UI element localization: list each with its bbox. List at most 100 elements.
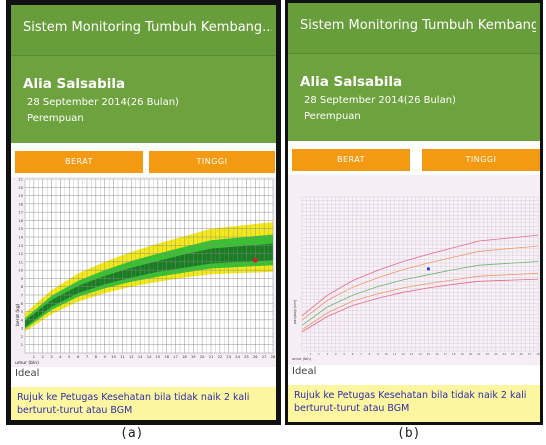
series-line-0 xyxy=(301,278,539,333)
tab-berat[interactable]: BERAT xyxy=(292,149,410,171)
tab-tinggi[interactable]: TINGGI xyxy=(422,149,540,171)
x-tick-label: 13 xyxy=(138,355,143,359)
x-tick-label: 16 xyxy=(164,355,169,359)
x-tick-label: 3 xyxy=(50,355,52,359)
caption-a: (a) xyxy=(120,426,144,441)
referral-note: Rujuk ke Petugas Kesehatan bila tidak na… xyxy=(11,387,276,420)
x-tick-label: 24 xyxy=(235,355,240,359)
y-tick-label: 10 xyxy=(18,269,23,273)
x-tick-label: 8 xyxy=(369,352,371,356)
y-tick-label: 21 xyxy=(18,178,23,182)
x-tick-label: 12 xyxy=(129,355,134,359)
band-dark-green xyxy=(25,243,273,328)
y-tick-label: 4 xyxy=(21,318,24,322)
x-tick-label: 21 xyxy=(477,352,481,356)
referral-note: Rujuk ke Petugas Kesehatan bila tidak na… xyxy=(288,385,540,422)
y-tick-label: 17 xyxy=(18,211,23,215)
x-tick-label: 15 xyxy=(156,355,161,359)
y-tick-label: 15 xyxy=(18,227,23,231)
x-tick-label: 26 xyxy=(253,355,258,359)
data-point xyxy=(427,267,430,271)
child-gender: Perempuan xyxy=(304,111,361,122)
y-tick-label: 2 xyxy=(21,335,23,339)
x-tick-label: 18 xyxy=(452,352,456,356)
x-tick-label: 9 xyxy=(104,355,107,359)
x-tick-label: 19 xyxy=(191,355,196,359)
child-gender: Perempuan xyxy=(27,113,84,124)
phone-screen-b: Sistem Monitoring Tumbuh Kembang... Alia… xyxy=(285,0,543,425)
x-tick-label: 22 xyxy=(218,355,223,359)
x-tick-label: 19 xyxy=(460,352,464,356)
y-tick-label: 13 xyxy=(18,244,23,248)
series-line-4 xyxy=(301,234,539,317)
y-tick-label: 6 xyxy=(21,302,24,306)
y-tick-label: 12 xyxy=(18,252,23,256)
x-tick-label: 3 xyxy=(326,352,328,356)
caption-b: (b) xyxy=(397,426,421,441)
x-tick-label: 27 xyxy=(262,355,267,359)
y-tick-label: 20 xyxy=(18,186,23,190)
x-tick-label: 18 xyxy=(182,355,187,359)
x-tick-label: 20 xyxy=(469,352,473,356)
x-tick-label: 26 xyxy=(519,352,523,356)
x-tick-label: 2 xyxy=(318,352,320,356)
x-tick-label: 13 xyxy=(410,352,414,356)
x-tick-label: 14 xyxy=(418,352,422,356)
y-tick-label: 11 xyxy=(18,260,23,264)
x-tick-label: 9 xyxy=(377,352,379,356)
x-tick-label: 4 xyxy=(59,355,62,359)
x-tick-label: 10 xyxy=(111,355,116,359)
growth-chart-b-svg: 1 2 3 4 5 6 7 8 9 10 11 12 13 14 15 16 17 18 19 20 21 22 23 24 2… xyxy=(292,196,540,361)
status-label: Ideal xyxy=(15,368,40,379)
y-tick-label: 7 xyxy=(21,294,23,298)
child-dob: 28 September 2014(26 Bulan) xyxy=(27,97,179,108)
x-tick-label: 10 xyxy=(385,352,389,356)
y-tick-label: 8 xyxy=(21,285,24,289)
y-tick-label: 18 xyxy=(18,202,23,206)
x-tick-label: 14 xyxy=(147,355,152,359)
app-bar: Sistem Monitoring Tumbuh Kembang... xyxy=(11,5,276,56)
y-axis-label: berat (kg) xyxy=(15,303,21,326)
x-tick-label: 2 xyxy=(42,355,44,359)
x-tick-label: 21 xyxy=(209,355,214,359)
phone-screen-a: Sistem Monitoring Tumbuh Kembang... Alia… xyxy=(6,0,281,425)
y-tick-label: 1 xyxy=(21,343,23,347)
y-axis-label: panjang (cm) xyxy=(293,299,297,324)
y-tick-label: 5 xyxy=(21,310,23,314)
app-title: Sistem Monitoring Tumbuh Kembang... xyxy=(300,18,536,33)
x-tick-label: 28 xyxy=(271,355,276,359)
x-tick-label: 11 xyxy=(120,355,125,359)
series-line-2 xyxy=(301,261,539,326)
x-tick-label: 1 xyxy=(33,355,35,359)
x-tick-label: 23 xyxy=(494,352,498,356)
x-tick-label: 22 xyxy=(486,352,490,356)
x-tick-label: 7 xyxy=(86,355,88,359)
x-tick-label: 17 xyxy=(444,352,448,356)
x-tick-label: 5 xyxy=(68,355,70,359)
growth-chart-b: 1 2 3 4 5 6 7 8 9 10 11 12 13 14 15 16 17 18 19 20 21 22 23 24 2… xyxy=(288,175,540,365)
y-tick-label: 9 xyxy=(21,277,24,281)
grid-a xyxy=(24,178,274,354)
tab-berat[interactable]: BERAT xyxy=(15,151,143,173)
x-tick-label: 6 xyxy=(77,355,80,359)
tab-bar: BERAT TINGGI xyxy=(288,149,540,171)
child-dob: 28 September 2014(26 Bulan) xyxy=(304,95,456,106)
y-tick-label: 14 xyxy=(18,236,23,240)
x-tick-label: 27 xyxy=(528,352,532,356)
tab-tinggi[interactable]: TINGGI xyxy=(149,151,275,173)
y-tick-label: 3 xyxy=(21,327,23,331)
x-tick-label: 4 xyxy=(335,352,337,356)
x-tick-label: 8 xyxy=(95,355,98,359)
series-line-3 xyxy=(301,245,539,321)
x-tick-label: 25 xyxy=(244,355,249,359)
x-tick-label: 6 xyxy=(352,352,354,356)
child-name: Alia Salsabila xyxy=(300,74,403,90)
x-tick-label: 20 xyxy=(200,355,205,359)
tab-bar: BERAT TINGGI xyxy=(11,151,276,173)
app-title: Sistem Monitoring Tumbuh Kembang... xyxy=(23,20,272,35)
y-tick-label: 19 xyxy=(18,194,23,198)
x-tick-label: 1 xyxy=(310,352,312,356)
x-tick-label: 15 xyxy=(427,352,431,356)
x-tick-label: 28 xyxy=(536,352,540,356)
